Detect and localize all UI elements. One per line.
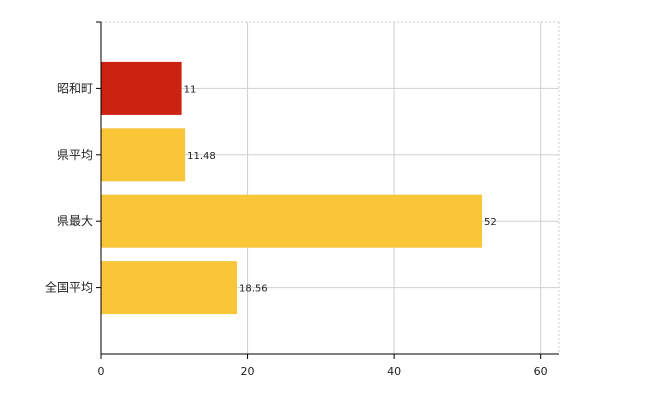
bar-0 [101, 61, 182, 115]
bar-2 [101, 194, 483, 248]
x-tick-label-2: 40 [387, 365, 401, 378]
category-label-2: 県最大 [57, 214, 93, 228]
bar-3 [101, 261, 238, 315]
data-label-1: 11.48 [187, 151, 216, 162]
x-tick-label-1: 20 [241, 365, 255, 378]
labels: 昭和町 11 県平均 11.48 県最大 52 全国平均 18.56 0 20 40 60 [45, 81, 548, 378]
x-tick-label-0: 0 [98, 365, 105, 378]
category-label-0: 昭和町 [57, 81, 93, 95]
category-label-3: 全国平均 [45, 280, 93, 295]
data-label-2: 52 [484, 217, 497, 228]
bars [101, 61, 483, 315]
data-label-3: 18.56 [239, 284, 268, 295]
category-label-1: 県平均 [57, 148, 93, 162]
data-label-0: 11 [184, 84, 197, 95]
x-tick-label-3: 60 [534, 365, 548, 378]
axes [96, 21, 559, 359]
bar-1 [101, 128, 186, 182]
